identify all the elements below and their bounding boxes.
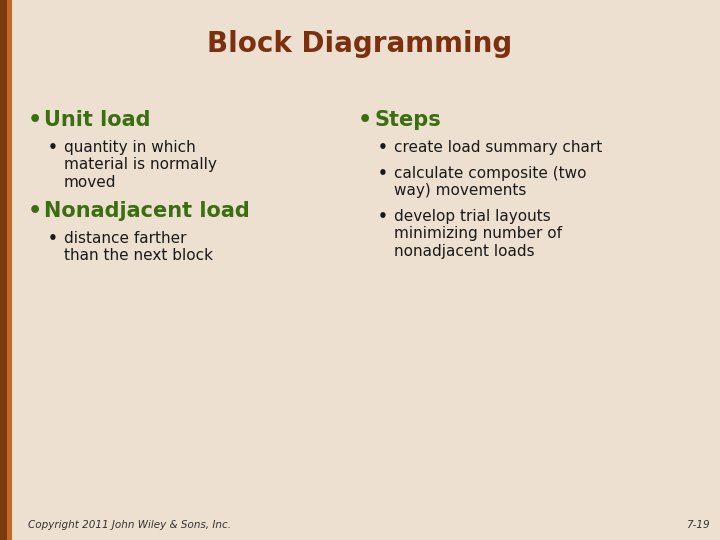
- Bar: [0, 0, 7, 540]
- Text: •: •: [28, 110, 42, 130]
- Text: quantity in which
material is normally
moved: quantity in which material is normally m…: [64, 140, 217, 190]
- Text: Nonadjacent load: Nonadjacent load: [44, 201, 250, 221]
- Text: Copyright 2011 John Wiley & Sons, Inc.: Copyright 2011 John Wiley & Sons, Inc.: [28, 520, 231, 530]
- Text: Unit load: Unit load: [44, 110, 150, 130]
- Text: •: •: [358, 110, 372, 130]
- Text: •: •: [378, 140, 388, 155]
- Text: distance farther
than the next block: distance farther than the next block: [64, 231, 213, 263]
- Text: calculate composite (two
way) movements: calculate composite (two way) movements: [394, 166, 587, 198]
- Text: 7-19: 7-19: [686, 520, 710, 530]
- Text: •: •: [48, 231, 58, 246]
- Text: •: •: [48, 140, 58, 155]
- Text: •: •: [378, 166, 388, 180]
- Text: •: •: [378, 209, 388, 224]
- Text: create load summary chart: create load summary chart: [394, 140, 602, 155]
- Text: Block Diagramming: Block Diagramming: [207, 30, 513, 58]
- Text: develop trial layouts
minimizing number of
nonadjacent loads: develop trial layouts minimizing number …: [394, 209, 562, 259]
- Text: Steps: Steps: [374, 110, 441, 130]
- Bar: [7, 0, 12, 540]
- Text: •: •: [28, 201, 42, 221]
